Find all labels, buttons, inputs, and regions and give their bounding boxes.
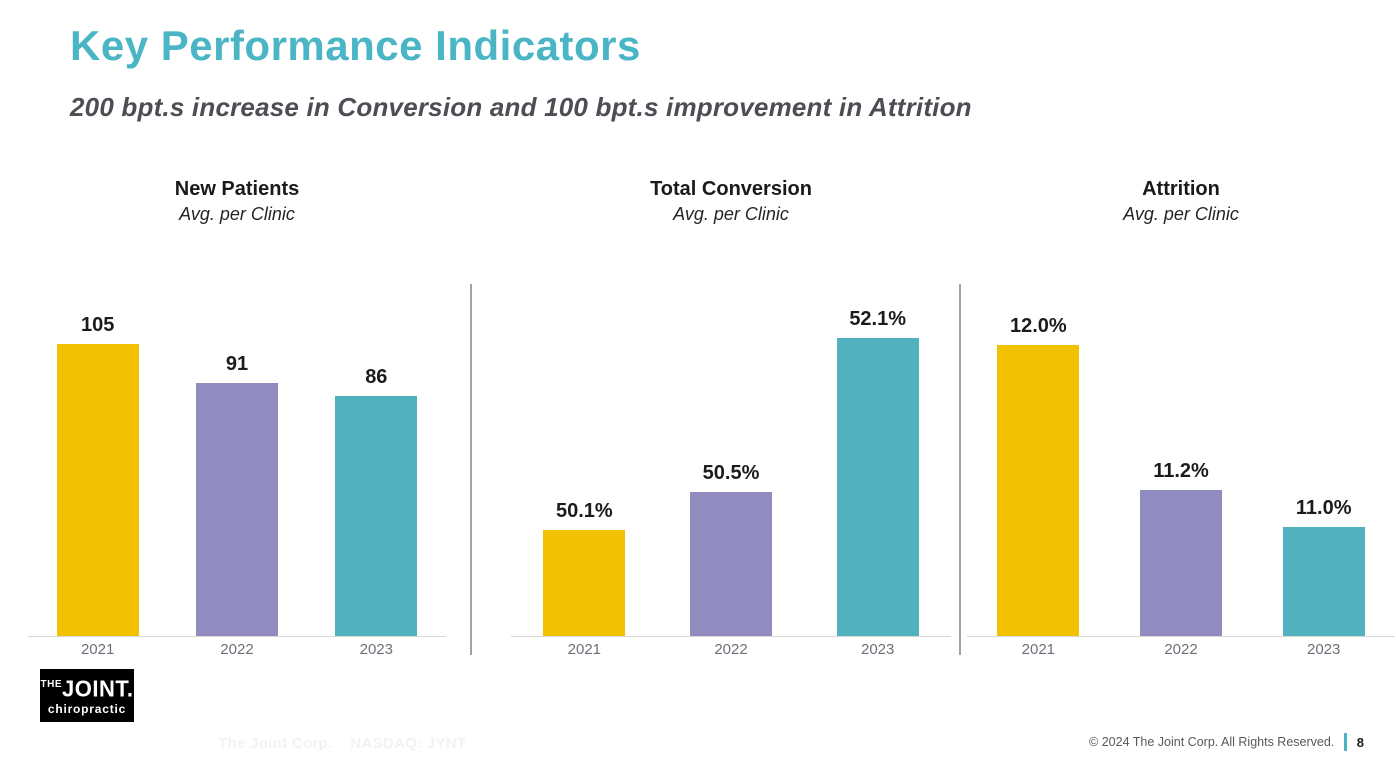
footer: © 2024 The Joint Corp. All Rights Reserv… bbox=[1089, 733, 1364, 751]
chart-title: Total Conversion bbox=[650, 178, 812, 200]
bar-value-label: 50.5% bbox=[702, 462, 760, 484]
bar-2022 bbox=[1140, 490, 1222, 636]
section-divider bbox=[959, 284, 961, 655]
logo-the-text: THE bbox=[40, 678, 63, 690]
bar-value-label: 50.1% bbox=[555, 500, 613, 522]
bar-group-2023: 86 bbox=[307, 300, 446, 636]
x-tick-label: 2021 bbox=[1021, 641, 1056, 658]
bar-value-label: 86 bbox=[365, 366, 388, 388]
bar-group-2023: 52.1% bbox=[804, 300, 951, 636]
plot-area: 12.0% 11.2% 11.0% bbox=[967, 300, 1395, 637]
page-title: Key Performance Indicators bbox=[70, 22, 641, 69]
x-tick-label: 2021 bbox=[567, 641, 602, 658]
chart-title: New Patients bbox=[174, 178, 300, 200]
logo-chiropractic-text: chiropractic bbox=[47, 701, 127, 716]
plot-area: 105 91 86 bbox=[28, 300, 446, 637]
x-axis-ticks: 2021 2022 2023 bbox=[28, 641, 446, 663]
the-joint-chiropractic-logo: THE JOINT. chiropractic bbox=[40, 669, 134, 722]
bar-2023 bbox=[335, 396, 418, 636]
plot-area: 50.1% 50.5% 52.1% bbox=[511, 300, 951, 637]
x-tick-label: 2023 bbox=[860, 641, 895, 658]
logo-joint-text: JOINT. bbox=[62, 674, 134, 702]
bar-group-2022: 91 bbox=[167, 300, 306, 636]
chart-attrition: Attrition Avg. per Clinic 12.0% 11.2% 11.0… bbox=[967, 170, 1395, 665]
bar-value-label: 91 bbox=[225, 353, 249, 375]
x-tick-label: 2022 bbox=[220, 641, 254, 658]
bar-group-2021: 12.0% bbox=[967, 300, 1110, 636]
bar-2023 bbox=[1282, 527, 1365, 636]
x-tick-label: 2023 bbox=[1306, 641, 1341, 658]
x-axis-ticks: 2021 2022 2023 bbox=[511, 641, 951, 663]
bar-value-label: 12.0% bbox=[1009, 315, 1067, 337]
chart-subtitle: Avg. per Clinic bbox=[673, 204, 789, 224]
chart-subtitle: Avg. per Clinic bbox=[179, 204, 295, 224]
bar-2023 bbox=[836, 338, 919, 636]
x-tick-label: 2022 bbox=[714, 641, 748, 658]
bar-group-2022: 50.5% bbox=[658, 300, 805, 636]
page-number: 8 bbox=[1356, 734, 1364, 750]
x-axis-ticks: 2021 2022 2023 bbox=[967, 641, 1395, 663]
bar-2021 bbox=[56, 344, 139, 636]
chart-new-patients: New Patients Avg. per Clinic 105 91 86 202… bbox=[28, 170, 446, 665]
x-tick-label: 2021 bbox=[80, 641, 115, 658]
chart-title: Attrition bbox=[1142, 178, 1220, 200]
bar-value-label: 52.1% bbox=[849, 308, 907, 330]
bar-value-label: 105 bbox=[80, 314, 115, 336]
copyright-text: © 2024 The Joint Corp. All Rights Reserv… bbox=[1089, 735, 1335, 749]
footer-separator bbox=[1344, 733, 1347, 751]
bar-group-2021: 50.1% bbox=[511, 300, 658, 636]
bar-2022 bbox=[195, 383, 278, 636]
chart-total-conversion: Total Conversion Avg. per Clinic 50.1% 50… bbox=[511, 170, 951, 665]
bar-group-2021: 105 bbox=[28, 300, 167, 636]
section-divider bbox=[470, 284, 472, 655]
chart-subtitle: Avg. per Clinic bbox=[1123, 204, 1239, 224]
bar-2021 bbox=[997, 345, 1080, 636]
page-subtitle: 200 bpt.s increase in Conversion and 100… bbox=[70, 92, 972, 122]
watermark-text: The Joint Corp. NASDAQ: JYNT bbox=[218, 735, 467, 752]
bar-value-label: 11.2% bbox=[1153, 460, 1209, 482]
bar-group-2023: 11.0% bbox=[1252, 300, 1395, 636]
bar-group-2022: 11.2% bbox=[1110, 300, 1253, 636]
bar-2021 bbox=[543, 530, 626, 636]
x-tick-label: 2022 bbox=[1164, 641, 1198, 658]
bar-value-label: 11.0% bbox=[1295, 497, 1352, 519]
x-tick-label: 2023 bbox=[359, 641, 393, 658]
bar-2022 bbox=[690, 492, 772, 636]
